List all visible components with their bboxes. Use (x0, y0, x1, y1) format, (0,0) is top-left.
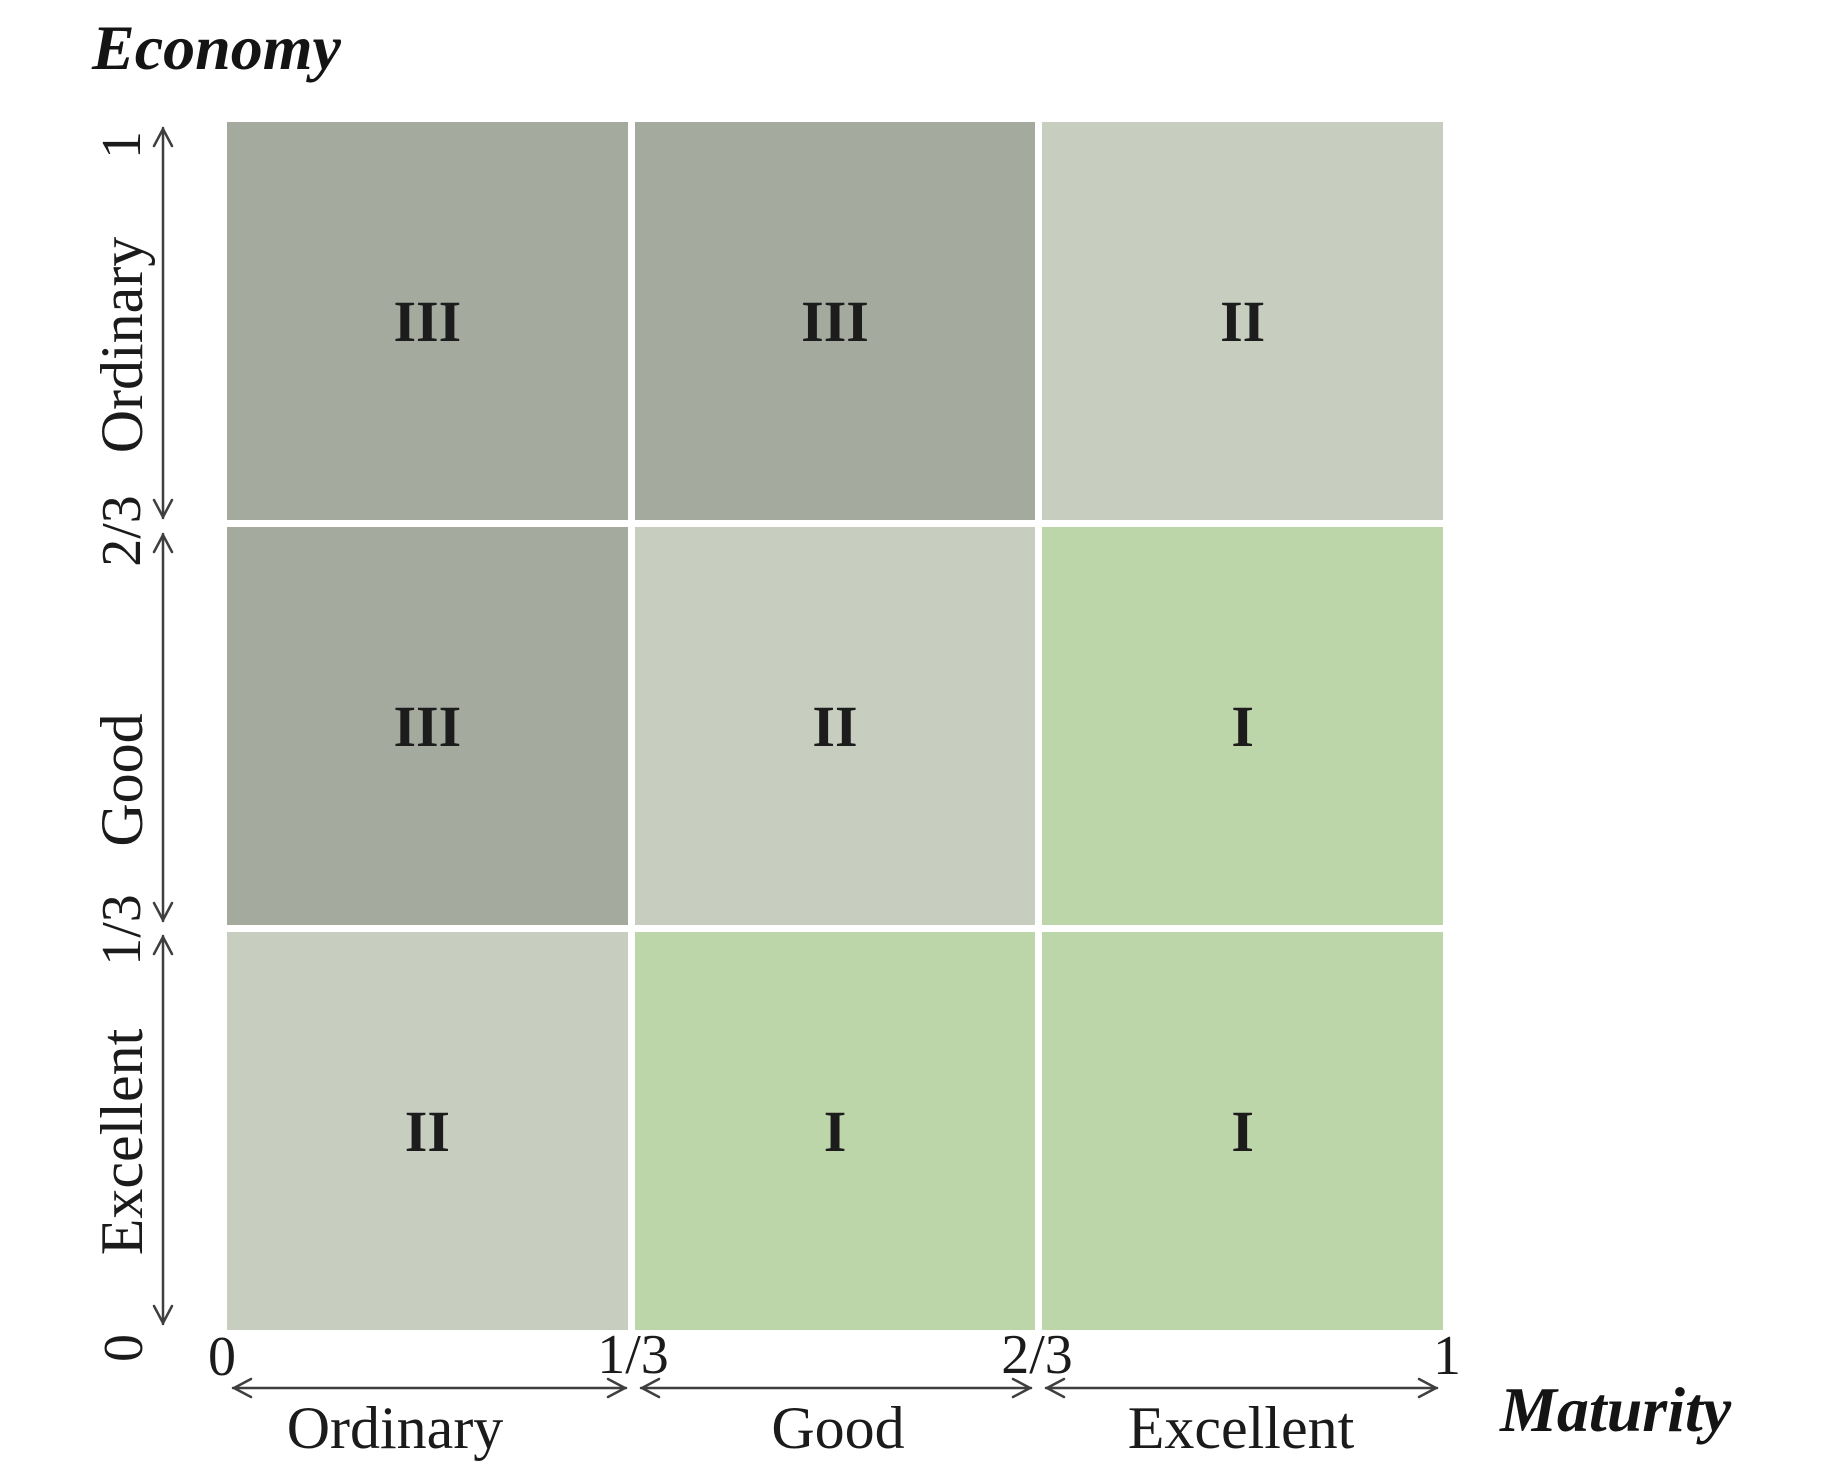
matrix-cell-r3c3: I (1042, 932, 1443, 1330)
matrix-cell-r3c1: II (227, 932, 628, 1330)
x-axis-segment-good (639, 1377, 1033, 1399)
x-axis-category-ordinary: Ordinary (286, 1395, 504, 1461)
x-axis-segment-ordinary (231, 1377, 628, 1399)
x-axis-title: Maturity (1500, 1374, 1732, 1445)
y-axis-category-good: Good (89, 713, 155, 847)
y-axis-tick-2-3: 2/3 (91, 495, 153, 567)
matrix-cell-r1c3: II (1042, 122, 1443, 520)
y-axis-segment-excellent (152, 934, 174, 1326)
matrix-cell-r1c2: III (634, 122, 1036, 520)
x-axis-category-excellent: Excellent (1127, 1395, 1355, 1461)
y-axis-category-ordinary: Ordinary (89, 236, 155, 454)
matrix-cell-r1c1: III (227, 122, 628, 520)
y-axis-tick-1: 1 (91, 131, 153, 159)
matrix-grid: III III II III II I II I I (227, 122, 1443, 1330)
x-axis-tick-0: 0 (208, 1326, 236, 1388)
x-axis-tick-1-3: 1/3 (597, 1324, 669, 1386)
matrix-cell-r2c1: III (227, 527, 628, 925)
y-axis-tick-1-3: 1/3 (91, 894, 153, 966)
y-axis-category-excellent: Excellent (89, 1028, 155, 1256)
matrix-cell-r2c3: I (1042, 527, 1443, 925)
y-axis-title: Economy (92, 12, 341, 83)
x-axis-category-good: Good (771, 1395, 905, 1461)
x-axis-tick-1: 1 (1433, 1325, 1461, 1387)
x-axis-segment-excellent (1044, 1377, 1439, 1399)
y-axis-segment-good (152, 532, 174, 923)
x-axis-tick-2-3: 2/3 (1001, 1324, 1073, 1386)
y-axis-segment-ordinary (152, 126, 174, 520)
y-axis-tick-0: 0 (93, 1334, 155, 1362)
matrix-cell-r3c2: I (634, 932, 1036, 1330)
matrix-cell-r2c2: II (634, 527, 1036, 925)
